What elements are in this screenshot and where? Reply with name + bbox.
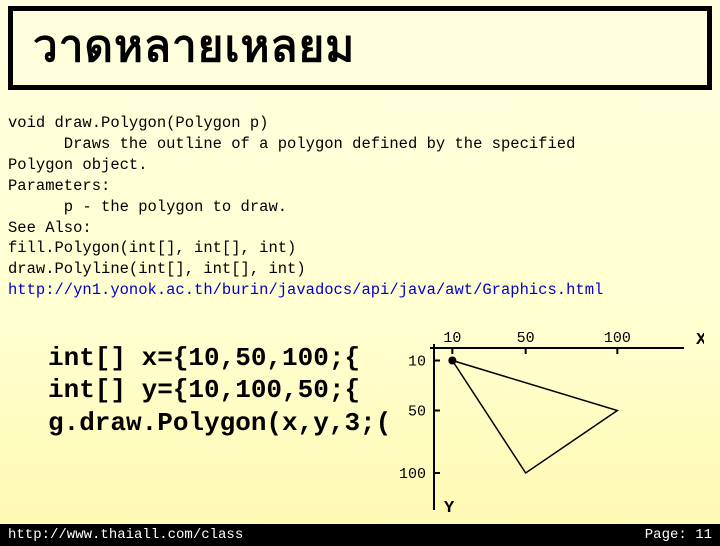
page-title: วาดหลายเหลยม [33, 11, 687, 81]
doc-line: Parameters: [8, 177, 110, 195]
chart-svg: 10 50 100 X 10 50 100 Y [384, 328, 704, 518]
doc-block: void draw.Polygon(Polygon p) Draws the o… [0, 90, 720, 305]
footer-page: Page: 11 [645, 527, 712, 543]
svg-text:100: 100 [399, 466, 426, 483]
svg-text:10: 10 [408, 354, 426, 371]
doc-line: Draws the outline of a polygon defined b… [8, 135, 575, 153]
title-box: วาดหลายเหลยม [8, 6, 712, 90]
code-line: int[] y={10,100,50;{ [48, 375, 360, 405]
svg-text:10: 10 [443, 330, 461, 347]
polygon-chart: 10 50 100 X 10 50 100 Y [384, 328, 704, 518]
footer-url: http://www.thaiall.com/class [8, 527, 243, 543]
svg-text:50: 50 [517, 330, 535, 347]
doc-line: Polygon object. [8, 156, 148, 174]
doc-link[interactable]: http://yn1.yonok.ac.th/burin/javadocs/ap… [8, 281, 603, 299]
doc-line: void draw.Polygon(Polygon p) [8, 114, 268, 132]
svg-text:Y: Y [444, 499, 455, 518]
code-line: int[] x={10,50,100;{ [48, 343, 360, 373]
doc-line: p - the polygon to draw. [8, 198, 287, 216]
code-line: g.draw.Polygon(x,y,3;( [48, 408, 391, 438]
doc-line: draw.Polyline(int[], int[], int) [8, 260, 306, 278]
svg-text:100: 100 [604, 330, 631, 347]
svg-text:X: X [696, 331, 704, 350]
doc-line: fill.Polygon(int[], int[], int) [8, 239, 296, 257]
footer-bar: http://www.thaiall.com/class Page: 11 [0, 524, 720, 546]
doc-line: See Also: [8, 219, 92, 237]
svg-text:50: 50 [408, 404, 426, 421]
